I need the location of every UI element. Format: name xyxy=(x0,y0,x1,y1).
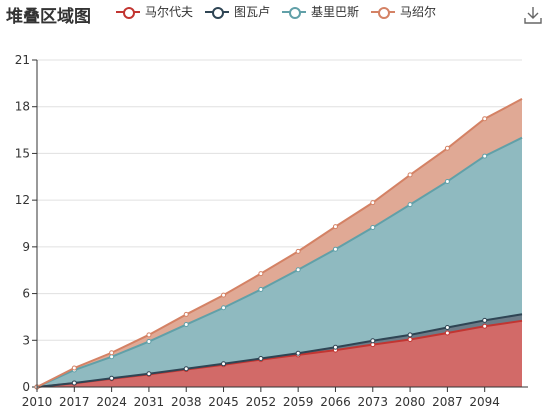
line-图瓦卢 xyxy=(36,313,523,388)
x-tick-label: 2045 xyxy=(208,395,239,409)
data-point xyxy=(444,330,450,336)
legend: 马尔代夫 图瓦卢 基里巴斯 马绍尔 xyxy=(116,3,436,20)
download-icon[interactable] xyxy=(524,6,542,24)
legend-marker xyxy=(116,5,140,19)
area-马尔代夫 xyxy=(37,320,522,387)
data-point xyxy=(407,332,413,338)
legend-item[interactable]: 图瓦卢 xyxy=(205,3,270,20)
legend-label: 马绍尔 xyxy=(400,5,437,19)
x-tick-label: 2031 xyxy=(134,395,165,409)
legend-marker xyxy=(205,5,230,19)
data-point xyxy=(444,145,450,151)
y-tick-label: 15 xyxy=(15,146,30,160)
data-point xyxy=(258,356,264,362)
data-point xyxy=(146,339,152,345)
data-point xyxy=(482,323,488,329)
y-tick-label: 18 xyxy=(15,100,30,114)
x-tick-label: 2080 xyxy=(395,395,426,409)
data-point xyxy=(183,322,189,328)
legend-label: 马尔代夫 xyxy=(145,5,194,19)
data-point xyxy=(71,365,77,371)
x-tick-label: 2094 xyxy=(469,395,500,409)
y-tick-label: 6 xyxy=(22,287,30,301)
data-point xyxy=(258,271,264,277)
data-point xyxy=(146,371,152,377)
x-tick-label: 2038 xyxy=(171,395,202,409)
x-tick-label: 2024 xyxy=(96,395,127,409)
legend-label: 图瓦卢 xyxy=(234,5,271,19)
area-基里巴斯 xyxy=(37,137,522,387)
data-point xyxy=(482,153,488,159)
data-point xyxy=(258,287,264,293)
legend-marker xyxy=(282,5,307,19)
x-tick-label: 2066 xyxy=(320,395,351,409)
data-point xyxy=(444,178,450,184)
y-tick-label: 0 xyxy=(22,380,30,394)
x-tick-label: 2073 xyxy=(357,395,388,409)
data-point xyxy=(71,380,77,386)
data-point xyxy=(482,116,488,122)
data-point xyxy=(370,200,376,206)
data-point xyxy=(407,337,413,343)
data-point xyxy=(482,317,488,323)
data-point xyxy=(221,361,227,367)
x-tick-label: 2010 xyxy=(22,395,53,409)
y-tick-label: 9 xyxy=(22,240,30,254)
data-point xyxy=(109,375,115,381)
x-tick-label: 2059 xyxy=(283,395,314,409)
y-tick-label: 3 xyxy=(22,333,30,347)
data-point xyxy=(109,350,115,356)
data-point xyxy=(295,267,301,273)
legend-dot xyxy=(212,6,225,19)
x-tick-label: 2052 xyxy=(246,395,277,409)
data-point xyxy=(332,246,338,252)
data-point xyxy=(407,202,413,208)
data-point xyxy=(444,325,450,331)
legend-dot xyxy=(289,6,302,19)
x-tick-label: 2017 xyxy=(59,395,90,409)
legend-dot xyxy=(378,6,391,19)
legend-item[interactable]: 马尔代夫 xyxy=(116,3,193,20)
data-point xyxy=(370,338,376,344)
y-tick-label: 12 xyxy=(15,193,30,207)
legend-item[interactable]: 马绍尔 xyxy=(371,3,436,20)
y-tick-label: 21 xyxy=(15,53,30,67)
x-tick-label: 2087 xyxy=(432,395,463,409)
data-point xyxy=(332,224,338,230)
data-point xyxy=(332,344,338,350)
legend-marker xyxy=(371,5,396,19)
data-point xyxy=(109,354,115,360)
data-point xyxy=(221,305,227,311)
legend-label: 基里巴斯 xyxy=(311,5,360,19)
data-point xyxy=(407,172,413,178)
data-point xyxy=(146,332,152,338)
data-point xyxy=(370,225,376,231)
chart-title: 堆叠区域图 xyxy=(6,7,91,27)
data-point xyxy=(183,366,189,372)
legend-dot xyxy=(123,6,135,19)
data-point xyxy=(221,292,227,298)
data-point xyxy=(295,350,301,356)
data-point xyxy=(183,311,189,317)
line-基里巴斯 xyxy=(36,136,523,388)
data-point xyxy=(295,248,301,254)
legend-item[interactable]: 基里巴斯 xyxy=(282,3,359,20)
line-马绍尔 xyxy=(36,98,523,388)
